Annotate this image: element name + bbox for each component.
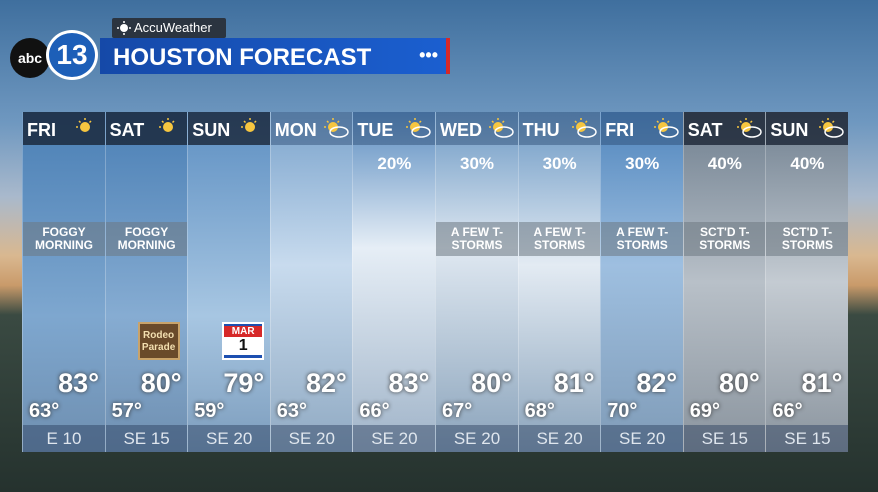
- description: A FEW T-STORMS: [436, 222, 518, 256]
- wind: SE 20: [353, 425, 436, 452]
- day-panel: MON 82° 63° SE 20: [269, 112, 353, 452]
- wind: SE 15: [105, 425, 188, 452]
- day-name: WED: [440, 120, 482, 140]
- badge-text: 1: [224, 337, 263, 355]
- day-header: [683, 112, 766, 145]
- high-temp: 83°: [388, 368, 430, 398]
- weather-icon: [489, 118, 514, 138]
- precip-chance: 30%: [625, 154, 660, 173]
- high-temp: 80°: [471, 368, 512, 398]
- low-temp: 57°: [111, 400, 142, 422]
- day-name: SAT: [687, 120, 723, 140]
- day-panel: FRI FOGGY MORNING 83° 63° E 10: [22, 112, 105, 452]
- weather-icon: [158, 118, 175, 132]
- high-temp: 81°: [801, 368, 843, 398]
- day-panel: WED 30% A FEW T-STORMS 80° 67° SE 20: [435, 112, 518, 452]
- weather-icon: [819, 118, 845, 138]
- day-name: FRI: [605, 120, 635, 140]
- day-panel: SAT FOGGY MORNING Rodeo Parade 80° 57° SE 15: [104, 112, 188, 452]
- wind: SE 20: [518, 425, 601, 452]
- description: A FEW T-STORMS: [601, 222, 684, 256]
- day-header: [270, 112, 353, 145]
- weather-icon: [571, 118, 597, 138]
- precip-chance: 30%: [542, 154, 577, 173]
- description: SCT'D T-STORMS: [766, 222, 849, 256]
- day-header: [518, 112, 601, 145]
- weather-icon: [654, 118, 679, 138]
- day-header: [436, 112, 518, 145]
- high-temp: 81°: [553, 368, 595, 398]
- wind: SE 15: [766, 425, 849, 452]
- weather-icon: [76, 118, 92, 132]
- network-logo: abc: [10, 38, 50, 78]
- day-panel: SUN 40% SCT'D T-STORMS 81° 66° SE 15: [765, 112, 849, 452]
- precip-chance: 20%: [377, 154, 412, 173]
- weather-icon: [241, 118, 257, 132]
- day-name: SAT: [109, 120, 145, 140]
- brand-box: AccuWeather: [112, 18, 226, 38]
- brand-icon: [117, 21, 131, 35]
- day-name: TUE: [357, 120, 394, 140]
- day-name: SUN: [192, 120, 231, 140]
- high-temp: 80°: [718, 368, 760, 398]
- brand: AccuWeather: [134, 20, 212, 35]
- high-temp: 79°: [223, 368, 265, 398]
- day-name: MON: [274, 120, 317, 140]
- low-temp: 59°: [194, 400, 225, 422]
- weather-icon: [323, 118, 349, 138]
- day-panel: TUE 20% 83° 66° SE 20: [352, 112, 436, 452]
- badge-text: Rodeo: [143, 330, 175, 341]
- logo: abc 13: [10, 28, 100, 80]
- high-temp: 80°: [140, 368, 182, 398]
- day-name: FRI: [27, 120, 56, 140]
- event-badge: MAR 1: [222, 322, 265, 360]
- weather-icon: [406, 118, 432, 138]
- day-name: THU: [522, 120, 560, 140]
- low-temp: 67°: [442, 400, 473, 422]
- high-temp: 82°: [305, 368, 347, 398]
- wind: SE 20: [601, 425, 684, 452]
- description: FOGGY MORNING: [105, 222, 188, 256]
- day-header: [766, 112, 849, 145]
- low-temp: 69°: [689, 400, 721, 422]
- day-panel: THU 30% A FEW T-STORMS 81° 68° SE 20: [517, 112, 601, 452]
- title-bar: HOUSTON FORECAST •••: [100, 38, 450, 74]
- day-header: [105, 112, 188, 145]
- low-temp: 63°: [29, 400, 60, 422]
- day-panel: SUN MAR 1 79° 59° SE 20: [187, 112, 271, 452]
- precip-chance: 40%: [790, 154, 825, 173]
- day-name: SUN: [770, 120, 809, 140]
- low-temp: 66°: [772, 400, 803, 422]
- wind: SE 20: [436, 425, 518, 452]
- low-temp: 68°: [524, 400, 555, 422]
- event-badge: Rodeo Parade: [137, 322, 180, 360]
- badge-text: Parade: [141, 342, 176, 353]
- description: FOGGY MORNING: [23, 222, 105, 256]
- day-header: [188, 112, 271, 145]
- precip-chance: 40%: [707, 154, 742, 173]
- day-header: [601, 112, 684, 145]
- day-panel: SAT 40% SCT'D T-STORMS 80° 69° SE 15: [682, 112, 766, 452]
- menu: •••: [419, 45, 438, 65]
- wind: SE 20: [270, 425, 353, 452]
- wind: E 10: [23, 425, 105, 452]
- day-panel: FRI 30% A FEW T-STORMS 82° 70° SE 20: [600, 112, 684, 452]
- low-temp: 70°: [607, 400, 638, 422]
- channel-logo: 13: [46, 30, 98, 80]
- weather-icon: [736, 118, 762, 138]
- low-temp: 66°: [359, 400, 390, 422]
- high-temp: 82°: [636, 368, 678, 398]
- badge-text: MAR: [224, 326, 263, 337]
- description: SCT'D T-STORMS: [683, 222, 766, 256]
- wind: SE 15: [683, 425, 766, 452]
- title: HOUSTON FORECAST: [113, 44, 372, 71]
- description: A FEW T-STORMS: [518, 222, 601, 256]
- precip-chance: 30%: [459, 154, 495, 173]
- wind: SE 20: [188, 425, 271, 452]
- day-header: [23, 112, 105, 145]
- low-temp: 63°: [276, 400, 308, 422]
- day-header: [353, 112, 436, 145]
- high-temp: 83°: [58, 368, 99, 398]
